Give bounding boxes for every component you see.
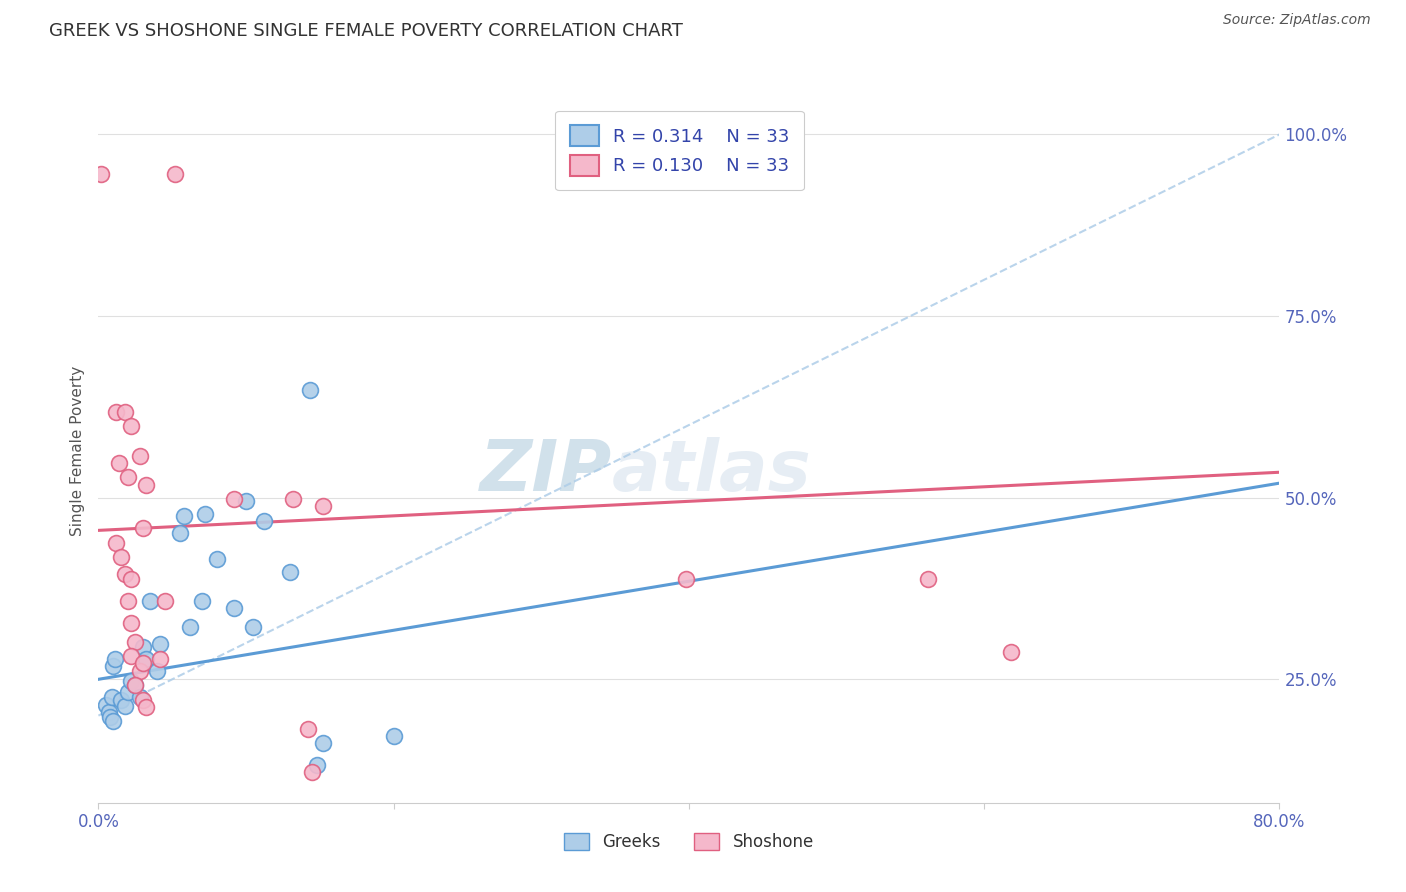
- Point: [132, 657, 155, 671]
- Point: [132, 640, 155, 654]
- Point: [297, 722, 319, 736]
- Point: [117, 685, 139, 699]
- Point: [124, 634, 146, 648]
- Point: [917, 572, 939, 586]
- Point: [179, 620, 201, 634]
- Point: [124, 678, 146, 692]
- Point: [194, 507, 217, 521]
- Point: [103, 659, 125, 673]
- Point: [149, 652, 172, 666]
- Point: [117, 470, 139, 484]
- Point: [124, 678, 146, 692]
- Point: [301, 765, 323, 780]
- Point: [173, 508, 195, 523]
- Point: [153, 594, 176, 608]
- Point: [675, 572, 697, 586]
- Point: [1000, 645, 1022, 659]
- Point: [283, 492, 305, 507]
- Point: [135, 652, 157, 666]
- Text: atlas: atlas: [612, 437, 811, 506]
- Point: [114, 699, 136, 714]
- Point: [139, 594, 162, 608]
- Point: [312, 736, 335, 750]
- Text: Source: ZipAtlas.com: Source: ZipAtlas.com: [1223, 13, 1371, 28]
- Legend: Greeks, Shoshone: Greeks, Shoshone: [557, 826, 821, 858]
- Point: [94, 698, 117, 712]
- Point: [305, 758, 328, 772]
- Point: [253, 514, 276, 528]
- Point: [97, 705, 120, 719]
- Point: [128, 664, 150, 678]
- Point: [128, 449, 150, 463]
- Y-axis label: Single Female Poverty: Single Female Poverty: [69, 366, 84, 535]
- Point: [114, 566, 136, 581]
- Point: [120, 615, 142, 630]
- Point: [280, 565, 302, 579]
- Point: [149, 637, 172, 651]
- Point: [298, 383, 321, 397]
- Text: ZIP: ZIP: [479, 437, 612, 506]
- Point: [120, 572, 142, 586]
- Point: [169, 525, 191, 540]
- Point: [128, 690, 150, 705]
- Point: [105, 535, 128, 549]
- Point: [117, 594, 139, 608]
- Point: [105, 405, 128, 419]
- Point: [135, 477, 157, 491]
- Point: [135, 699, 157, 714]
- Point: [132, 692, 155, 706]
- Text: GREEK VS SHOSHONE SINGLE FEMALE POVERTY CORRELATION CHART: GREEK VS SHOSHONE SINGLE FEMALE POVERTY …: [49, 22, 683, 40]
- Point: [242, 620, 264, 634]
- Point: [120, 648, 142, 663]
- Point: [120, 673, 142, 688]
- Point: [98, 710, 121, 724]
- Point: [235, 494, 257, 508]
- Point: [382, 729, 405, 743]
- Point: [100, 690, 122, 705]
- Point: [132, 521, 155, 535]
- Point: [312, 500, 335, 514]
- Point: [205, 552, 228, 566]
- Point: [165, 168, 187, 182]
- Point: [114, 405, 136, 419]
- Point: [146, 664, 169, 678]
- Point: [110, 692, 132, 706]
- Point: [120, 419, 142, 434]
- Point: [224, 601, 246, 615]
- Point: [103, 714, 125, 729]
- Point: [104, 652, 127, 666]
- Point: [224, 492, 246, 507]
- Point: [108, 456, 131, 470]
- Point: [110, 550, 132, 565]
- Point: [191, 594, 214, 608]
- Point: [90, 168, 112, 182]
